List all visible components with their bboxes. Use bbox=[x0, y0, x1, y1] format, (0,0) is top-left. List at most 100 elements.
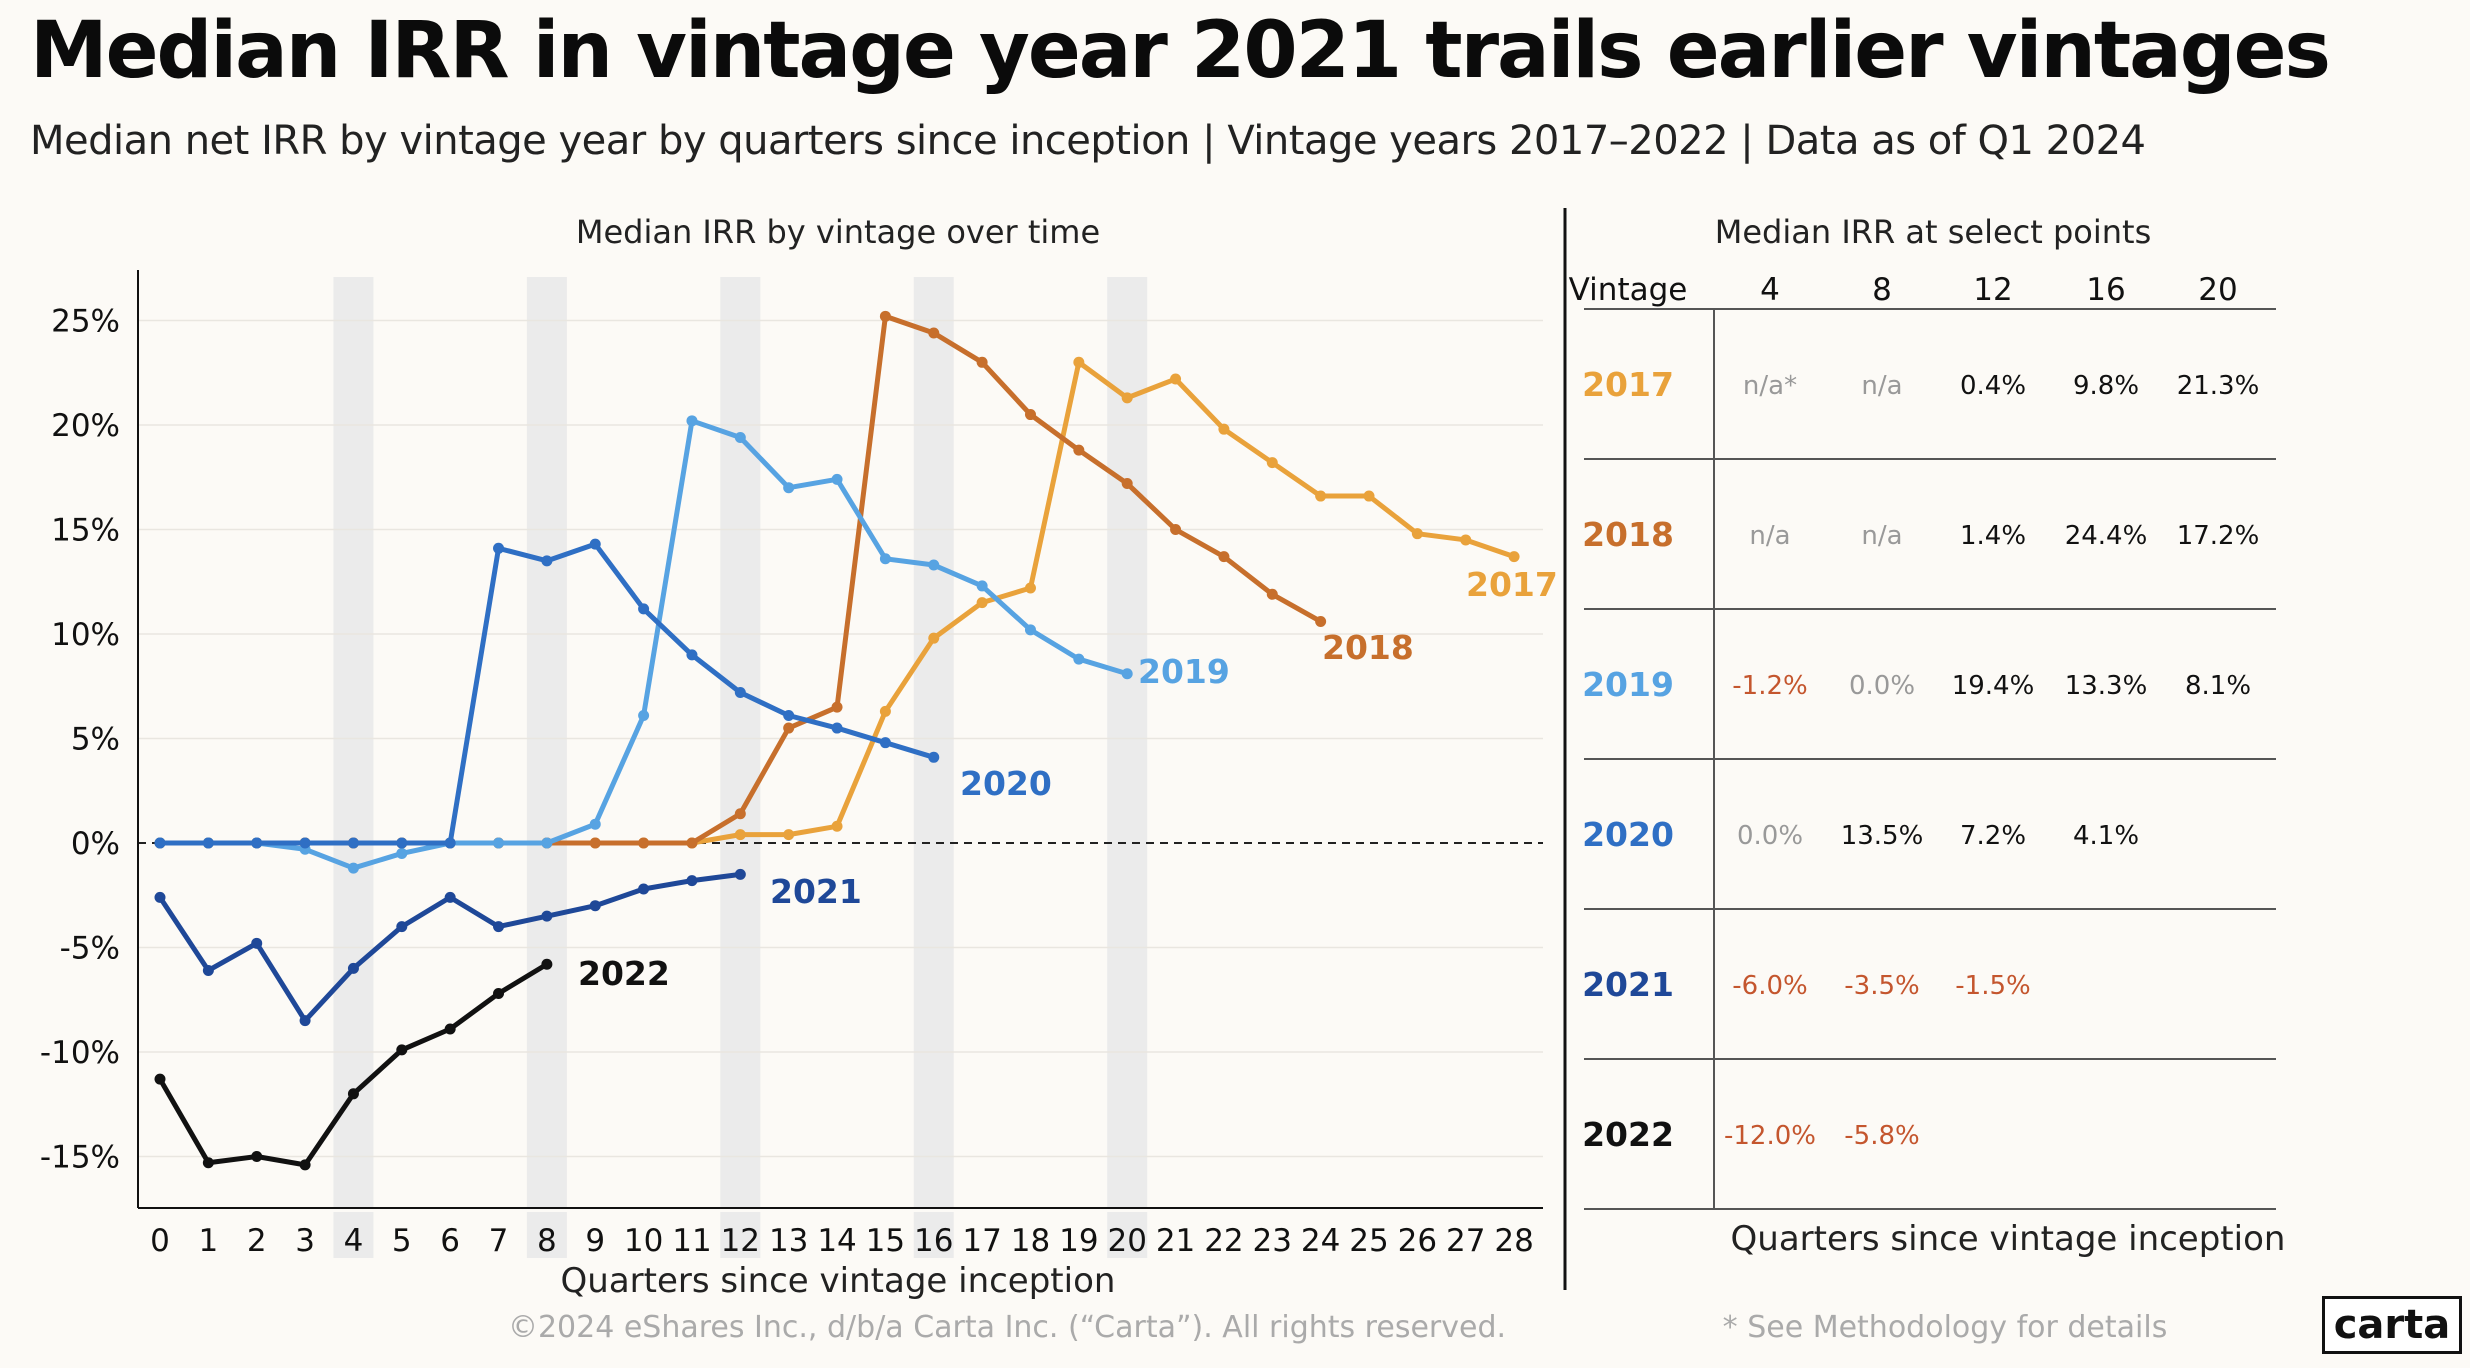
y-tick-label: 25% bbox=[51, 304, 120, 340]
data-point-2019-q4 bbox=[347, 862, 359, 874]
x-axis-label: Quarters since vintage inception bbox=[561, 1261, 1116, 1301]
data-point-2021-q0 bbox=[154, 891, 166, 903]
data-point-2022-q1 bbox=[202, 1157, 214, 1169]
x-tick-label: 21 bbox=[1156, 1223, 1195, 1259]
gridlines bbox=[138, 319, 1543, 1158]
data-point-2019-q19 bbox=[1073, 653, 1085, 665]
data-point-2020-q3 bbox=[299, 837, 311, 849]
table-cell: -6.0% bbox=[1732, 971, 1807, 1001]
x-tick-label: 28 bbox=[1494, 1223, 1533, 1259]
data-point-2021-q8 bbox=[541, 910, 553, 922]
series-label-2022: 2022 bbox=[578, 954, 670, 993]
data-point-2020-q9 bbox=[589, 538, 601, 550]
table-cell: -1.2% bbox=[1732, 671, 1807, 701]
data-point-2021-q9 bbox=[589, 900, 601, 912]
data-point-2022-q2 bbox=[251, 1151, 263, 1162]
data-point-2020-q11 bbox=[686, 649, 698, 661]
data-point-2022-q6 bbox=[444, 1023, 456, 1035]
table-cell: -1.5% bbox=[1955, 971, 2030, 1001]
x-tick-highlight bbox=[1107, 1212, 1148, 1258]
data-point-2017-q14 bbox=[831, 820, 843, 832]
page-title: Median IRR in vintage year 2021 trails e… bbox=[30, 6, 2331, 96]
table-cell: 9.8% bbox=[2073, 371, 2139, 401]
x-tick-label: 24 bbox=[1301, 1223, 1340, 1259]
y-tick-label: 0% bbox=[71, 826, 120, 862]
x-tick-label: 1 bbox=[198, 1223, 218, 1259]
table-cell: 4.1% bbox=[2073, 821, 2139, 851]
x-tick-label: 26 bbox=[1398, 1223, 1437, 1259]
data-point-2017-q23 bbox=[1266, 457, 1278, 469]
data-point-2021-q10 bbox=[638, 883, 650, 895]
x-tick-label: 10 bbox=[624, 1223, 663, 1259]
data-point-2017-q27 bbox=[1460, 534, 1472, 546]
data-point-2018-q14 bbox=[831, 701, 843, 713]
x-tick-label: 15 bbox=[866, 1223, 905, 1259]
data-point-2017-q24 bbox=[1315, 490, 1327, 502]
table-header-q20: 20 bbox=[2198, 272, 2237, 308]
table-header-q4: 4 bbox=[1760, 272, 1780, 308]
y-tick-label: 15% bbox=[51, 513, 120, 549]
highlight-band-q12 bbox=[720, 277, 761, 1208]
table-vintage-label: 2021 bbox=[1582, 965, 1674, 1004]
table-cell: n/a* bbox=[1743, 371, 1797, 401]
data-point-2018-q23 bbox=[1266, 588, 1278, 600]
data-point-2021-q12 bbox=[734, 868, 746, 880]
data-point-2017-q17 bbox=[976, 597, 988, 609]
data-point-2020-q14 bbox=[831, 722, 843, 734]
data-point-2021-q6 bbox=[444, 891, 456, 903]
table-cell: -3.5% bbox=[1844, 971, 1919, 1001]
data-point-2021-q1 bbox=[202, 964, 214, 976]
x-tick-label: 27 bbox=[1446, 1223, 1485, 1259]
y-tick-label: 20% bbox=[51, 408, 120, 444]
series-label-2021: 2021 bbox=[770, 872, 862, 911]
data-point-2022-q0 bbox=[154, 1073, 166, 1085]
table-cell: 17.2% bbox=[2177, 521, 2260, 551]
data-point-2017-q12 bbox=[734, 829, 746, 841]
table-row-2018: 2018 n/a n/a 1.4% 24.4% 17.2% bbox=[1582, 515, 2259, 554]
series-label-2017: 2017 bbox=[1466, 565, 1558, 604]
table-cell: 13.5% bbox=[1841, 821, 1924, 851]
table-cell: n/a bbox=[1861, 521, 1902, 551]
table-cell: 13.3% bbox=[2065, 671, 2148, 701]
y-tick-label: -5% bbox=[60, 931, 120, 967]
highlight-band-q4 bbox=[333, 277, 374, 1208]
table-vintage-label: 2019 bbox=[1582, 665, 1674, 704]
series-2021: 2021 bbox=[154, 868, 862, 1027]
series-label-2019: 2019 bbox=[1138, 652, 1230, 691]
highlight-band-q8 bbox=[526, 277, 567, 1208]
data-point-2018-q17 bbox=[976, 356, 988, 368]
x-tick-label: 25 bbox=[1349, 1223, 1388, 1259]
data-point-2018-q20 bbox=[1121, 478, 1133, 490]
x-tick-highlight bbox=[913, 1212, 954, 1258]
data-point-2019-q18 bbox=[1024, 624, 1036, 636]
table-cell: 0.4% bbox=[1960, 371, 2026, 401]
table-cell: n/a bbox=[1861, 371, 1902, 401]
x-tick-label: 16 bbox=[914, 1223, 953, 1259]
table-header-q8: 8 bbox=[1872, 272, 1892, 308]
data-point-2017-q18 bbox=[1024, 582, 1036, 594]
data-point-2019-q10 bbox=[638, 710, 650, 722]
x-tick-label: 0 bbox=[150, 1223, 170, 1259]
data-point-2019-q8 bbox=[541, 837, 553, 849]
data-point-2020-q5 bbox=[396, 837, 408, 849]
x-tick-label: 12 bbox=[721, 1223, 760, 1259]
data-point-2020-q2 bbox=[251, 837, 263, 849]
table-cell: 1.4% bbox=[1960, 521, 2026, 551]
highlight-band-q16 bbox=[913, 277, 954, 1208]
data-point-2021-q11 bbox=[686, 875, 698, 887]
data-point-2017-q26 bbox=[1411, 528, 1423, 540]
data-point-2017-q22 bbox=[1218, 423, 1230, 435]
data-point-2018-q10 bbox=[638, 837, 650, 849]
data-point-2020-q10 bbox=[638, 603, 650, 615]
data-point-2021-q7 bbox=[493, 921, 505, 933]
y-tick-label: 5% bbox=[71, 722, 120, 758]
series-2019: 2019 bbox=[154, 415, 1230, 874]
data-point-2017-q15 bbox=[879, 705, 891, 717]
copyright-text: ©2024 eShares Inc., d/b/a Carta Inc. (“C… bbox=[508, 1310, 1506, 1345]
data-point-2019-q5 bbox=[396, 847, 408, 859]
data-point-2017-q19 bbox=[1073, 356, 1085, 368]
x-tick-highlight bbox=[333, 1212, 374, 1258]
x-tick-label: 18 bbox=[1011, 1223, 1050, 1259]
data-point-2017-q25 bbox=[1363, 490, 1375, 502]
data-point-2020-q0 bbox=[154, 837, 166, 849]
